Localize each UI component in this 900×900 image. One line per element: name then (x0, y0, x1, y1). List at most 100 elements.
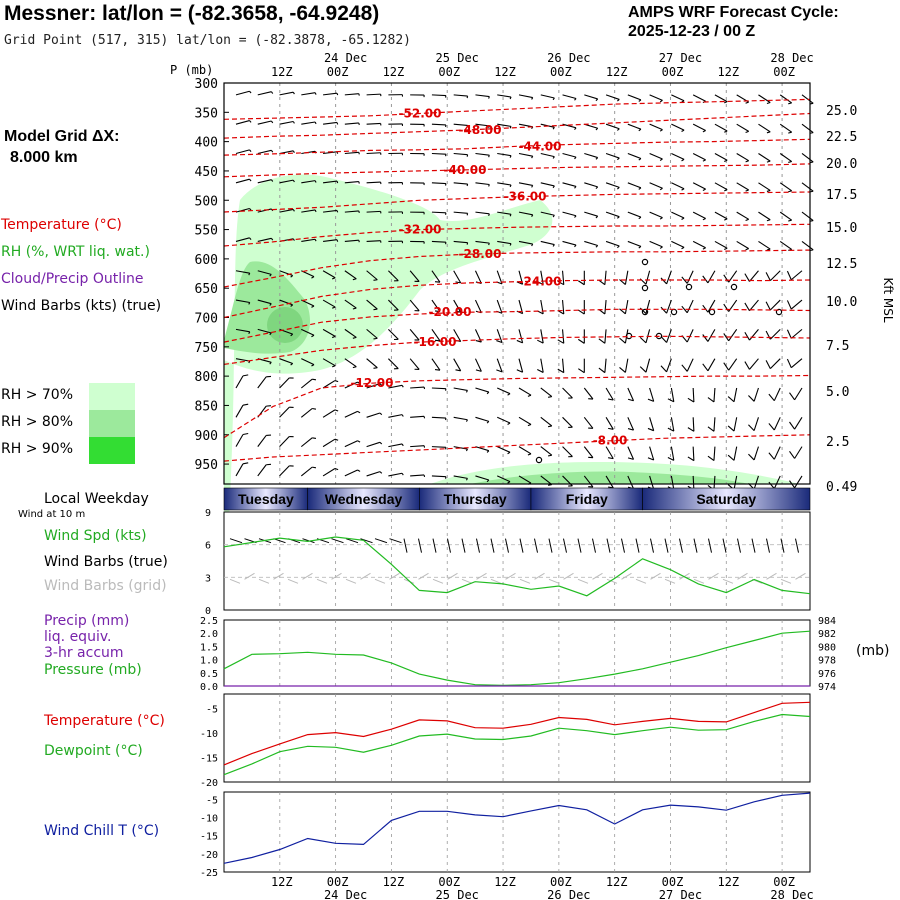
wind-barb-shaft (410, 474, 425, 477)
wind-barb-flag (434, 369, 441, 371)
wind-barb-shaft (453, 152, 468, 156)
wind-barb-flag (724, 101, 728, 104)
weekday-label: Friday (566, 491, 608, 507)
wind-barb-shaft (561, 300, 565, 315)
surface-barb-true (606, 538, 611, 553)
wind-barb-shaft (583, 387, 594, 400)
grid-point-subtitle: Grid Point (517, 315) lat/lon = (-82.387… (4, 33, 411, 48)
wind-barb-shaft (713, 475, 716, 490)
wind-barb-shaft (387, 328, 399, 340)
wind-barb-flag (659, 217, 663, 220)
wind-barb-flag (702, 334, 709, 342)
wind-barb-shaft (624, 358, 629, 373)
wind-barb-flag (723, 303, 730, 312)
wind-barb-shaft (624, 299, 629, 314)
wind-barb-shaft (645, 299, 651, 314)
wind-barb-shaft (366, 328, 378, 339)
wind-barb-flag (647, 398, 654, 402)
wind-barb-flag (595, 245, 599, 248)
time-tick-top: 12Z (271, 65, 293, 79)
wind-barb-flag (314, 238, 317, 242)
wind-barb-flag (488, 155, 490, 158)
weekday-label: Saturday (696, 491, 756, 507)
surface-barb-grid (316, 578, 328, 584)
wind-barb-flag (486, 421, 490, 424)
wind-barb-shaft (323, 209, 338, 213)
wind-barb-flag (311, 334, 315, 338)
wind-barb-flag (357, 410, 361, 414)
wind-barb-shaft (728, 270, 738, 283)
wind-barb-shaft (235, 358, 250, 362)
surface-barb-grid (505, 572, 516, 580)
wind-barbs-true-label: Wind Barbs (true) (44, 554, 168, 570)
wind-barb-shaft (753, 446, 759, 461)
surface-barb-true (563, 538, 567, 553)
wind-barb-flag (659, 246, 663, 249)
wind-barb-flag (486, 479, 490, 483)
wind-barb-shaft (431, 182, 446, 185)
wind-barb-flag (681, 217, 685, 220)
wind-barb-flag (766, 101, 771, 105)
wind-barb-shaft (497, 446, 511, 453)
calm-circle (641, 308, 649, 316)
temperature-contour-label: -8.00 (593, 434, 628, 448)
wind-barb-shaft (649, 152, 663, 160)
wind-barb-flag (249, 178, 252, 182)
wind-barb-shaft (692, 417, 695, 432)
wind-barb-shaft (279, 120, 294, 125)
dewpoint-label: Dewpoint (°C) (44, 743, 143, 759)
temperature-contour-label: -24.00 (519, 275, 562, 289)
surface-barb-grid (229, 578, 241, 584)
wind-barb-shaft (562, 416, 573, 428)
wind-barb-shaft (540, 240, 555, 246)
surface-barb-grid (650, 572, 661, 580)
wind-barb-flag (292, 91, 295, 95)
wind-barb-shaft (749, 329, 759, 341)
wind-barb-flag (531, 214, 534, 217)
wind-barb-flag (638, 99, 642, 102)
wind-barb-flag (290, 333, 294, 337)
wind-barb-shaft (497, 475, 511, 483)
wind-barb-flag (312, 378, 317, 381)
precip-label-2: liq. equiv. (44, 629, 112, 645)
temperature-contour-label: -20.00 (429, 305, 472, 319)
wind-barb-flag (269, 332, 272, 336)
temperature-contour-label: -12.00 (351, 376, 394, 390)
pressure-label: Pressure (mb) (44, 662, 142, 678)
wind-barb-shaft (645, 358, 651, 373)
wind-barb-flag (434, 281, 441, 283)
wind-barb-shaft (322, 438, 336, 448)
wind-barb-shaft (584, 182, 598, 188)
wind-barb-flag (574, 215, 577, 218)
wind-barb-shaft (627, 211, 642, 218)
wind-barb-flag (765, 360, 771, 369)
temperature-contour-label: -28.00 (459, 247, 502, 261)
wind-barb-flag (638, 158, 642, 161)
calm-circle (641, 258, 649, 266)
date-label-top: 26 Dec (547, 51, 590, 65)
temperature-contour-label: -52.00 (399, 106, 442, 120)
wind-barb-shaft (753, 417, 759, 431)
wind-barb-flag (552, 97, 555, 101)
rh-80-surface (470, 471, 750, 484)
wind-barb-flag (786, 358, 792, 368)
wind-barb-flag (357, 440, 361, 443)
wind-barb-flag (638, 128, 642, 132)
surface-barb-grid (635, 578, 647, 584)
wind-barb-shaft (540, 211, 555, 216)
wind-barb-flag (639, 336, 647, 344)
pressure-tick-label: 650 (195, 282, 218, 297)
wind-barb-flag (574, 98, 577, 101)
wind-barb-shaft (301, 238, 316, 242)
wind-barb-flag (660, 306, 667, 314)
wind-barb-shaft (540, 446, 553, 456)
wind-barb-flag (789, 450, 796, 459)
wind-barb-shaft (671, 94, 685, 102)
wind-barb-shaft (645, 270, 651, 285)
surface-barb-true (432, 538, 437, 553)
wind-barb-flag (334, 438, 339, 441)
wind-barb-shaft (714, 94, 728, 103)
wind-barb-shaft (453, 94, 468, 97)
wind-barb-shaft (431, 211, 446, 214)
surface-barbs-grid (229, 572, 806, 584)
